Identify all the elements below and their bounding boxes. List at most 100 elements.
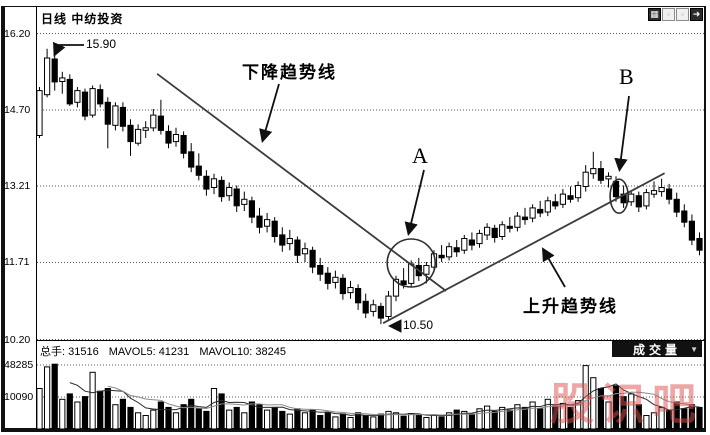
- high-price-label: 15.90: [86, 37, 117, 51]
- volume-bar: [248, 401, 256, 430]
- candle-body: [575, 185, 582, 199]
- candle-body: [317, 265, 324, 275]
- volume-bar: [324, 412, 331, 430]
- candle-body: [112, 105, 119, 126]
- chevron-down-icon: ▼: [690, 344, 698, 354]
- volume-bar: [506, 409, 513, 430]
- volume-bar: [142, 415, 149, 430]
- candle-body: [195, 165, 202, 176]
- volume-bar: [529, 401, 536, 430]
- candle-body: [552, 201, 559, 207]
- volume-bar: [620, 396, 627, 430]
- volume-bar: [681, 408, 688, 430]
- volume-bar: [355, 412, 362, 430]
- volume-bar: [286, 413, 293, 430]
- candle-body: [658, 187, 665, 193]
- candle-body: [89, 88, 96, 116]
- candle-body: [339, 277, 346, 295]
- candle-body: [301, 248, 309, 255]
- volume-bar: [650, 412, 658, 430]
- candle-body: [226, 187, 233, 197]
- volume-bar: [317, 415, 324, 430]
- volume-bar: [279, 410, 286, 430]
- volume-bar: [370, 416, 377, 430]
- volume-bar: [210, 388, 218, 430]
- candle-body: [484, 226, 491, 236]
- trendline-down[interactable]: [156, 73, 447, 292]
- candle-body: [362, 300, 369, 314]
- volume-bar: [74, 401, 81, 430]
- toolbar: ▦ ▫ ▫ ➜: [648, 8, 703, 21]
- candle-body: [142, 127, 149, 131]
- blank-icon-2[interactable]: ▫: [676, 8, 689, 21]
- candle-body: [461, 238, 468, 251]
- volume-bar: [673, 401, 680, 430]
- high-label-arrow: [53, 41, 84, 57]
- volume-bar: [203, 410, 210, 430]
- volume-bar: [392, 412, 400, 430]
- blank-icon-glyph: ▫: [666, 9, 671, 19]
- candle-body: [279, 234, 286, 246]
- point-a-label: A: [412, 143, 428, 168]
- price-axis-label: 13.21: [4, 179, 31, 192]
- volume-bar: [347, 417, 354, 430]
- blank-icon[interactable]: ▫: [662, 8, 675, 21]
- zongshou-value: 总手: 31516: [40, 346, 99, 358]
- trendline-up[interactable]: [382, 172, 666, 324]
- candle-body: [688, 220, 695, 241]
- candle-body: [400, 280, 407, 285]
- volume-indicator-button[interactable]: 成交量 ▼: [612, 341, 702, 357]
- volume-bar: [635, 404, 642, 430]
- volume-bar: [119, 398, 127, 430]
- grid-icon[interactable]: ▦: [648, 8, 661, 21]
- candle-body: [256, 215, 263, 228]
- arrow-icon[interactable]: ➜: [690, 8, 703, 21]
- status-bar: 总手: 31516 MAVOL5: 41231 MAVOL10: 38245: [40, 343, 293, 359]
- volume-bar: [385, 410, 392, 430]
- volume-bar: [476, 408, 483, 430]
- volume-bar: [688, 404, 695, 430]
- candle-body: [271, 220, 278, 237]
- candle-body: [506, 225, 513, 229]
- candle-body: [51, 58, 58, 83]
- candle-body: [567, 195, 574, 200]
- candle-body: [157, 115, 165, 131]
- candle-body: [385, 295, 392, 318]
- candle-body: [44, 57, 51, 96]
- candle-body: [544, 200, 551, 213]
- mavol10-line: [107, 385, 700, 416]
- candle-body: [438, 254, 445, 259]
- candle-body: [324, 272, 331, 284]
- point-b-arrow: [614, 95, 630, 173]
- volume-bar: [696, 406, 703, 430]
- candle-body: [66, 78, 73, 105]
- down-trend-arrow: [259, 83, 280, 143]
- candle-body: [673, 198, 680, 213]
- volume-bar: [567, 406, 574, 430]
- volume-bar: [521, 406, 529, 430]
- volume-bar: [484, 405, 491, 430]
- volume-bar: [59, 398, 66, 430]
- volume-bar: [226, 409, 233, 430]
- price-axis-label: 10.20: [4, 333, 31, 346]
- candle-body: [612, 180, 620, 198]
- up-trend-arrow: [541, 247, 566, 288]
- candle-body: [681, 210, 688, 223]
- volume-bar: [180, 404, 187, 430]
- volume-bar: [590, 377, 597, 430]
- up-trend-label: 上升趋势线: [523, 297, 618, 317]
- candle-body: [150, 114, 157, 129]
- highlight-circle-A: [386, 238, 437, 288]
- volume-bar: [537, 408, 544, 430]
- candle-body: [605, 175, 612, 180]
- mavol5-value: MAVOL5: 41231: [108, 346, 190, 358]
- point-a-arrow: [404, 169, 425, 236]
- candle-body: [696, 238, 703, 251]
- volume-bar: [89, 371, 96, 430]
- candle-body: [377, 305, 384, 319]
- candle-body: [529, 207, 536, 219]
- candle-body: [468, 239, 475, 246]
- volume-bar: [112, 404, 119, 430]
